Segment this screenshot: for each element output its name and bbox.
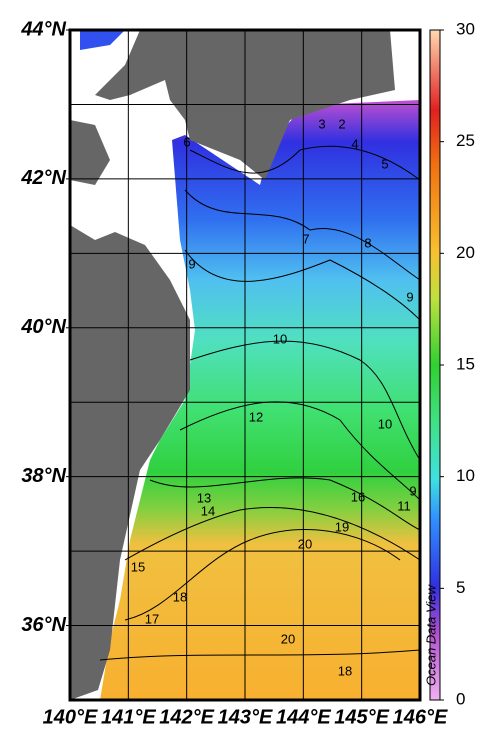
lon-tick-label: 141°E bbox=[101, 706, 156, 728]
contour-label: 7 bbox=[302, 231, 309, 246]
temperature-field bbox=[100, 100, 420, 700]
contour-label: 14 bbox=[201, 503, 215, 518]
contour-label: 9 bbox=[409, 483, 416, 498]
colorbar-tick-label: 0 bbox=[456, 689, 465, 708]
colorbar-tick-label: 10 bbox=[456, 466, 475, 485]
colorbar-tick-label: 15 bbox=[456, 354, 475, 373]
lat-tick-label: 44°N bbox=[20, 18, 66, 40]
contour-label: 5 bbox=[381, 156, 388, 171]
contour-label: 6 bbox=[183, 134, 190, 149]
lon-tick-label: 143°E bbox=[218, 706, 273, 728]
lat-tick-label: 42°N bbox=[20, 167, 66, 189]
lon-tick-label: 146°E bbox=[393, 706, 448, 728]
contour-label: 18 bbox=[338, 663, 352, 678]
contour-label: 10 bbox=[273, 331, 287, 346]
lon-tick-label: 145°E bbox=[334, 706, 389, 728]
contour-label: 2 bbox=[338, 116, 345, 131]
contour-label: 17 bbox=[145, 611, 159, 626]
contour-label: 19 bbox=[335, 519, 349, 534]
contour-label: 9 bbox=[406, 289, 413, 304]
contour-label: 10 bbox=[378, 416, 392, 431]
temperature-field bbox=[80, 30, 125, 50]
lat-tick-label: 38°N bbox=[21, 465, 66, 487]
contour-label: 20 bbox=[281, 631, 295, 646]
credit: Ocean Data View bbox=[423, 583, 438, 686]
lon-tick-label: 140°E bbox=[43, 706, 98, 728]
land bbox=[70, 225, 190, 700]
contour-label: 8 bbox=[364, 235, 371, 250]
colorbar-tick-label: 25 bbox=[456, 131, 475, 150]
contour-label: 3 bbox=[318, 116, 325, 131]
contour-label: 12 bbox=[249, 409, 263, 424]
contour-label: 13 bbox=[197, 490, 211, 505]
lon-tick-label: 144°E bbox=[276, 706, 331, 728]
land bbox=[70, 120, 110, 185]
contour-label: 4 bbox=[351, 136, 358, 151]
map-frame bbox=[68, 28, 422, 702]
contour-label: 11 bbox=[397, 498, 411, 513]
contour-label: 15 bbox=[131, 559, 145, 574]
contour-label: 9 bbox=[188, 256, 195, 271]
lon-tick-label: 142°E bbox=[159, 706, 214, 728]
contour-label: 20 bbox=[298, 536, 312, 551]
lat-tick-label: 36°N bbox=[21, 614, 66, 636]
contour-label: 18 bbox=[173, 589, 187, 604]
colorbar-tick-label: 20 bbox=[456, 243, 475, 262]
colorbar-tick-label: 5 bbox=[456, 578, 465, 597]
contour-lines bbox=[99, 145, 421, 661]
contour-label: 16 bbox=[351, 489, 365, 504]
colorbar-tick-label: 30 bbox=[456, 19, 475, 38]
lat-tick-label: 40°N bbox=[20, 316, 66, 338]
